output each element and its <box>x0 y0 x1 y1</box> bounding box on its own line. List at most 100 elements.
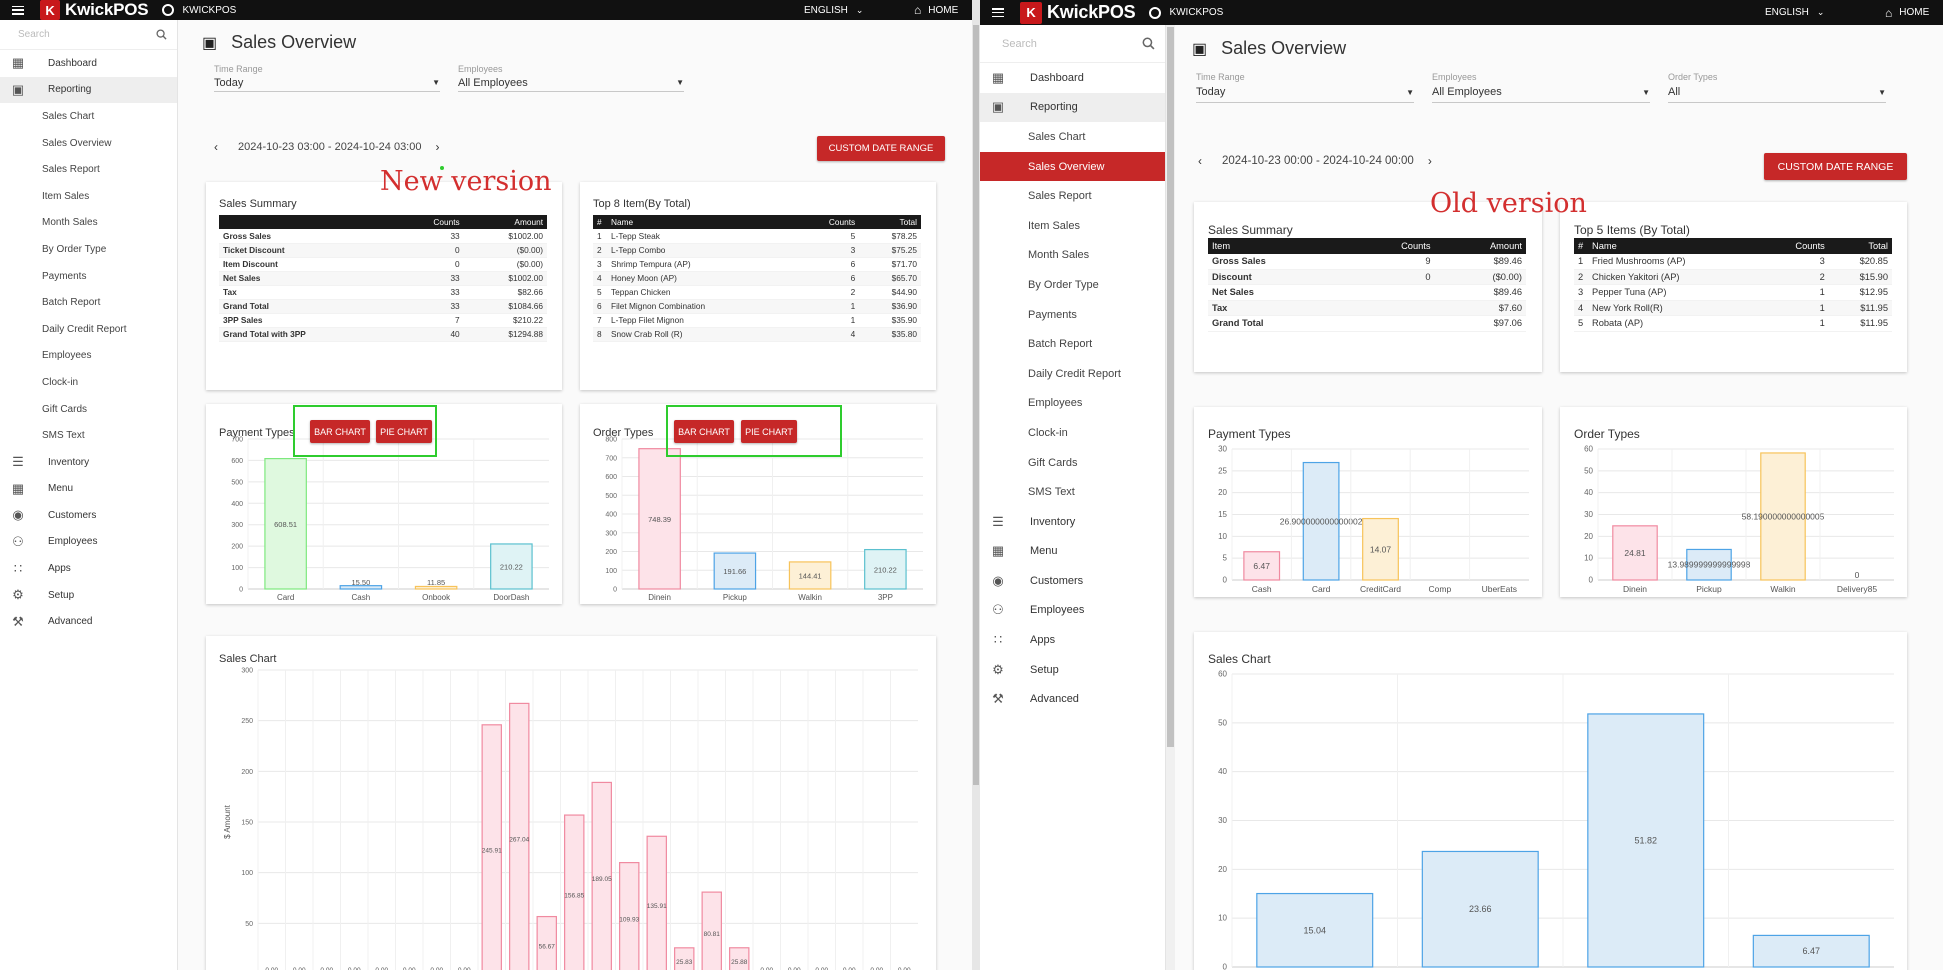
bar-11-00[interactable] <box>481 724 502 970</box>
sidebar-item-month-sales[interactable]: Month Sales <box>980 241 1165 271</box>
bar-12-00[interactable] <box>509 702 530 970</box>
bar-19-00[interactable] <box>701 891 722 970</box>
sidebar-item-advanced[interactable]: ⚒ Advanced <box>980 684 1165 714</box>
sidebar-item-month-sales[interactable]: Month Sales <box>0 210 177 237</box>
bar-14-00[interactable] <box>564 814 585 970</box>
bar-cash[interactable] <box>339 585 383 590</box>
bar-cash[interactable] <box>1243 551 1281 581</box>
next-date-arrow-icon[interactable]: › <box>1427 154 1432 168</box>
sidebar-item-batch-report[interactable]: Batch Report <box>0 289 177 316</box>
sidebar-item-reporting[interactable]: ▣ Reporting <box>980 92 1165 123</box>
bar-19-00[interactable] <box>1587 713 1705 968</box>
sidebar-item-dashboard[interactable]: ▦ Dashboard <box>0 50 177 77</box>
pane-scrollbar[interactable] <box>972 0 980 970</box>
sidebar-item-item-sales[interactable]: Item Sales <box>0 183 177 210</box>
language-select[interactable]: ENGLISH ⌄ <box>804 5 863 16</box>
bar-dinein[interactable] <box>1612 525 1658 581</box>
bar-20-00[interactable] <box>729 947 750 970</box>
scrollbar-thumb[interactable] <box>1167 27 1174 747</box>
bar-card[interactable] <box>1302 461 1340 581</box>
sidebar-scrollbar[interactable] <box>1166 25 1175 970</box>
sidebar-item-by-order-type[interactable]: By Order Type <box>980 270 1165 300</box>
search-icon[interactable] <box>156 29 167 40</box>
sidebar-item-by-order-type[interactable]: By Order Type <box>0 236 177 263</box>
user-badge[interactable]: KWICKPOS <box>1149 6 1223 19</box>
bar-13-00[interactable] <box>536 915 557 970</box>
sidebar-item-apps[interactable]: ∷ Apps <box>0 555 177 582</box>
search-icon[interactable] <box>1142 37 1155 50</box>
sidebar-item-employees[interactable]: ⚇ Employees <box>980 596 1165 626</box>
time-range-select[interactable]: Time Range Today ▼ <box>214 64 440 92</box>
sidebar-item-employees[interactable]: Employees <box>980 389 1165 419</box>
bar-18-00[interactable] <box>674 947 695 970</box>
sidebar-item-customers[interactable]: ◉ Customers <box>980 566 1165 596</box>
bar-pickup[interactable] <box>713 552 757 590</box>
sidebar-item-menu[interactable]: ▦ Menu <box>0 476 177 503</box>
order-bar-chart-button[interactable]: BAR CHART <box>674 420 734 443</box>
sidebar-item-gift-cards[interactable]: Gift Cards <box>0 396 177 423</box>
sidebar-search[interactable]: Search <box>980 25 1165 63</box>
sidebar-item-gift-cards[interactable]: Gift Cards <box>980 448 1165 478</box>
home-link[interactable]: ⌂ HOME <box>1885 6 1929 20</box>
bar-doordash[interactable] <box>490 543 533 590</box>
bar-3pp[interactable] <box>864 548 907 590</box>
bar-16-00[interactable] <box>619 862 640 970</box>
time-range-select[interactable]: Time Range Today ▼ <box>1196 72 1414 103</box>
sidebar-item-employees[interactable]: ⚇ Employees <box>0 529 177 556</box>
sidebar-item-inventory[interactable]: ☰ Inventory <box>0 449 177 476</box>
sidebar-item-sales-chart[interactable]: Sales Chart <box>0 103 177 130</box>
bar-17-00[interactable] <box>646 835 667 970</box>
employees-select[interactable]: Employees All Employees ▼ <box>1432 72 1650 103</box>
scrollbar-thumb[interactable] <box>973 25 979 785</box>
app-logo[interactable]: K KwickPOS <box>1020 1 1136 24</box>
bar-onbook[interactable] <box>414 585 458 590</box>
sidebar-item-sales-report[interactable]: Sales Report <box>0 156 177 183</box>
custom-date-range-button[interactable]: CUSTOM DATE RANGE <box>817 136 945 161</box>
bar-creditcard[interactable] <box>1362 517 1399 581</box>
bar-15-00[interactable] <box>591 781 612 970</box>
sidebar-item-clock-in[interactable]: Clock-in <box>980 418 1165 448</box>
sidebar-item-clock-in[interactable]: Clock-in <box>0 369 177 396</box>
prev-date-arrow-icon[interactable]: ‹ <box>1198 154 1202 168</box>
order-pie-chart-button[interactable]: PIE CHART <box>741 420 797 443</box>
sidebar-item-dashboard[interactable]: ▦ Dashboard <box>980 63 1165 93</box>
employees-select[interactable]: Employees All Employees ▼ <box>458 64 684 92</box>
payment-bar-chart-button[interactable]: BAR CHART <box>310 420 370 443</box>
sidebar-item-payments[interactable]: Payments <box>0 263 177 290</box>
sidebar-item-menu[interactable]: ▦ Menu <box>980 537 1165 567</box>
payment-pie-chart-button[interactable]: PIE CHART <box>376 420 432 443</box>
sidebar-item-sms-text[interactable]: SMS Text <box>0 422 177 449</box>
sidebar-item-daily-credit-report[interactable]: Daily Credit Report <box>980 359 1165 389</box>
language-select[interactable]: ENGLISH ⌄ <box>1765 7 1824 18</box>
sidebar-item-batch-report[interactable]: Batch Report <box>980 329 1165 359</box>
bar-18-00[interactable] <box>1421 850 1539 968</box>
sidebar-item-customers[interactable]: ◉ Customers <box>0 502 177 529</box>
bar-pickup[interactable] <box>1686 548 1732 581</box>
sidebar-item-sales-overview[interactable]: Sales Overview <box>980 151 1165 182</box>
sidebar-item-daily-credit-report[interactable]: Daily Credit Report <box>0 316 177 343</box>
sidebar-item-employees[interactable]: Employees <box>0 343 177 370</box>
bar-20-00[interactable] <box>1752 934 1870 968</box>
bar-card[interactable] <box>264 458 307 590</box>
user-badge[interactable]: KWICKPOS <box>162 4 236 16</box>
sidebar-item-sales-chart[interactable]: Sales Chart <box>980 122 1165 152</box>
prev-date-arrow-icon[interactable]: ‹ <box>214 140 218 154</box>
search-input[interactable]: Search <box>1002 37 1037 50</box>
bar-walkin[interactable] <box>788 561 832 590</box>
sidebar-item-payments[interactable]: Payments <box>980 300 1165 330</box>
sidebar-item-item-sales[interactable]: Item Sales <box>980 211 1165 241</box>
order-types-select[interactable]: Order Types All ▼ <box>1668 72 1886 103</box>
app-logo[interactable]: K KwickPOS <box>40 0 149 20</box>
search-input[interactable]: Search <box>18 29 50 40</box>
sidebar-item-apps[interactable]: ∷ Apps <box>980 625 1165 655</box>
sidebar-search[interactable]: Search <box>0 20 177 50</box>
custom-date-range-button[interactable]: CUSTOM DATE RANGE <box>1764 153 1907 180</box>
bar-17-00[interactable] <box>1256 892 1374 968</box>
sidebar-item-reporting[interactable]: ▣ Reporting <box>0 76 177 104</box>
sidebar-item-setup[interactable]: ⚙ Setup <box>0 582 177 609</box>
sidebar-item-sms-text[interactable]: SMS Text <box>980 477 1165 507</box>
next-date-arrow-icon[interactable]: › <box>435 140 440 154</box>
hamburger-menu-icon[interactable] <box>12 5 24 15</box>
bar-walkin[interactable] <box>1760 452 1806 581</box>
sidebar-item-sales-overview[interactable]: Sales Overview <box>0 130 177 157</box>
